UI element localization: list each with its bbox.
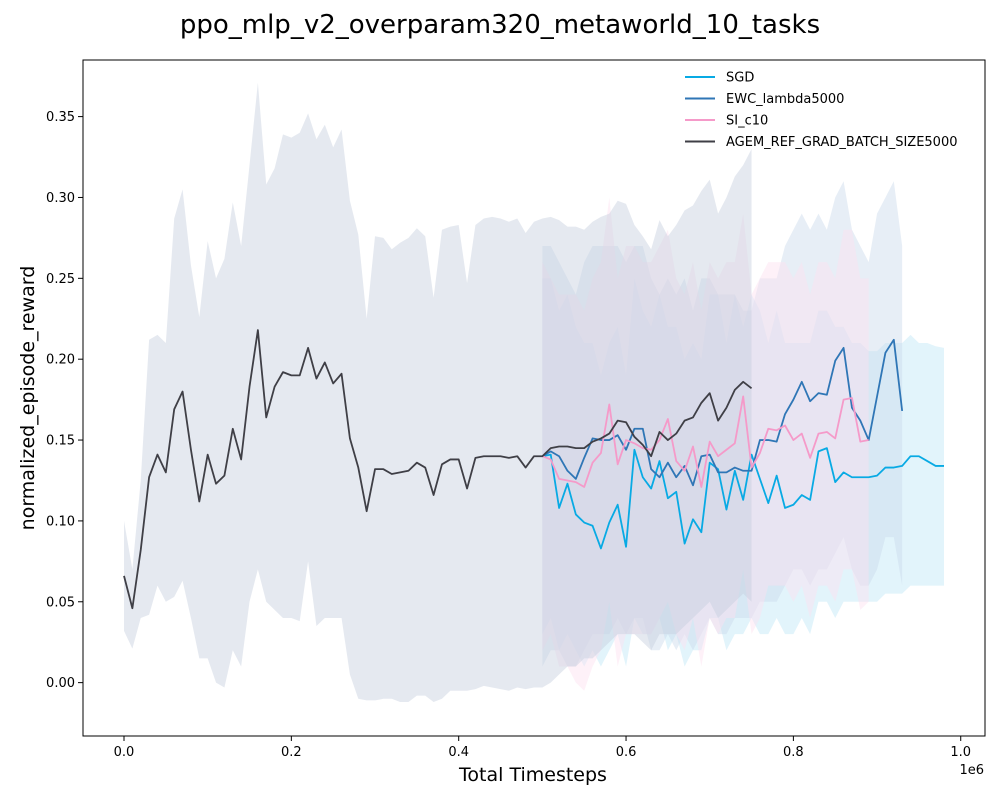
series-lines [123, 329, 944, 610]
plot-frame [82, 59, 986, 737]
band-ewc-lambda5000 [542, 181, 903, 667]
confidence-bands [124, 82, 944, 703]
y-tick-label: 0.30 [46, 191, 75, 206]
x-axis-ticks: 0.0 0.2 0.4 0.6 0.8 1.0 [114, 736, 971, 760]
band-sgd [542, 278, 944, 667]
y-tick-label: 0.20 [46, 353, 75, 368]
line-si-c10 [542, 395, 869, 488]
y-axis-title: normalized_episode_reward [17, 266, 39, 531]
legend-label-sgd: SGD [726, 71, 754, 86]
x-axis-title: Total Timesteps [458, 764, 607, 786]
x-tick-label: 0.2 [281, 745, 302, 760]
y-tick-label: 0.00 [46, 676, 75, 691]
y-tick-label: 0.10 [46, 514, 75, 529]
legend-label-ewc-lambda5000: EWC_lambda5000 [726, 92, 844, 107]
band-si-c10 [542, 197, 869, 691]
x-tick-label: 0.6 [616, 745, 637, 760]
x-tick-label: 0.8 [783, 745, 804, 760]
y-tick-label: 0.35 [46, 110, 75, 125]
x-axis-offset-label: 1e6 [959, 763, 984, 778]
y-tick-label: 0.25 [46, 272, 75, 287]
legend: SGD EWC_lambda5000 SI_c10 AGEM_REF_GRAD_BAT… [685, 71, 958, 150]
band-agem-ref-grad-batch-size5000 [124, 82, 752, 703]
x-tick-label: 0.0 [114, 745, 135, 760]
line-agem-ref-grad-batch-size5000 [123, 329, 753, 610]
y-axis-ticks: 0.00 0.05 0.10 0.15 0.20 0.25 0.30 0.35 [46, 110, 83, 691]
chart-title: ppo_mlp_v2_overparam320_metaworld_10_tas… [180, 10, 820, 40]
legend-label-agem-ref-grad-batch-size5000: AGEM_REF_GRAD_BATCH_SIZE5000 [726, 135, 958, 150]
legend-label-si-c10: SI_c10 [726, 114, 768, 129]
y-tick-label: 0.15 [46, 434, 75, 449]
y-tick-label: 0.05 [46, 595, 75, 610]
line-sgd [542, 447, 944, 550]
x-tick-label: 0.4 [448, 745, 469, 760]
x-tick-label: 1.0 [950, 745, 971, 760]
